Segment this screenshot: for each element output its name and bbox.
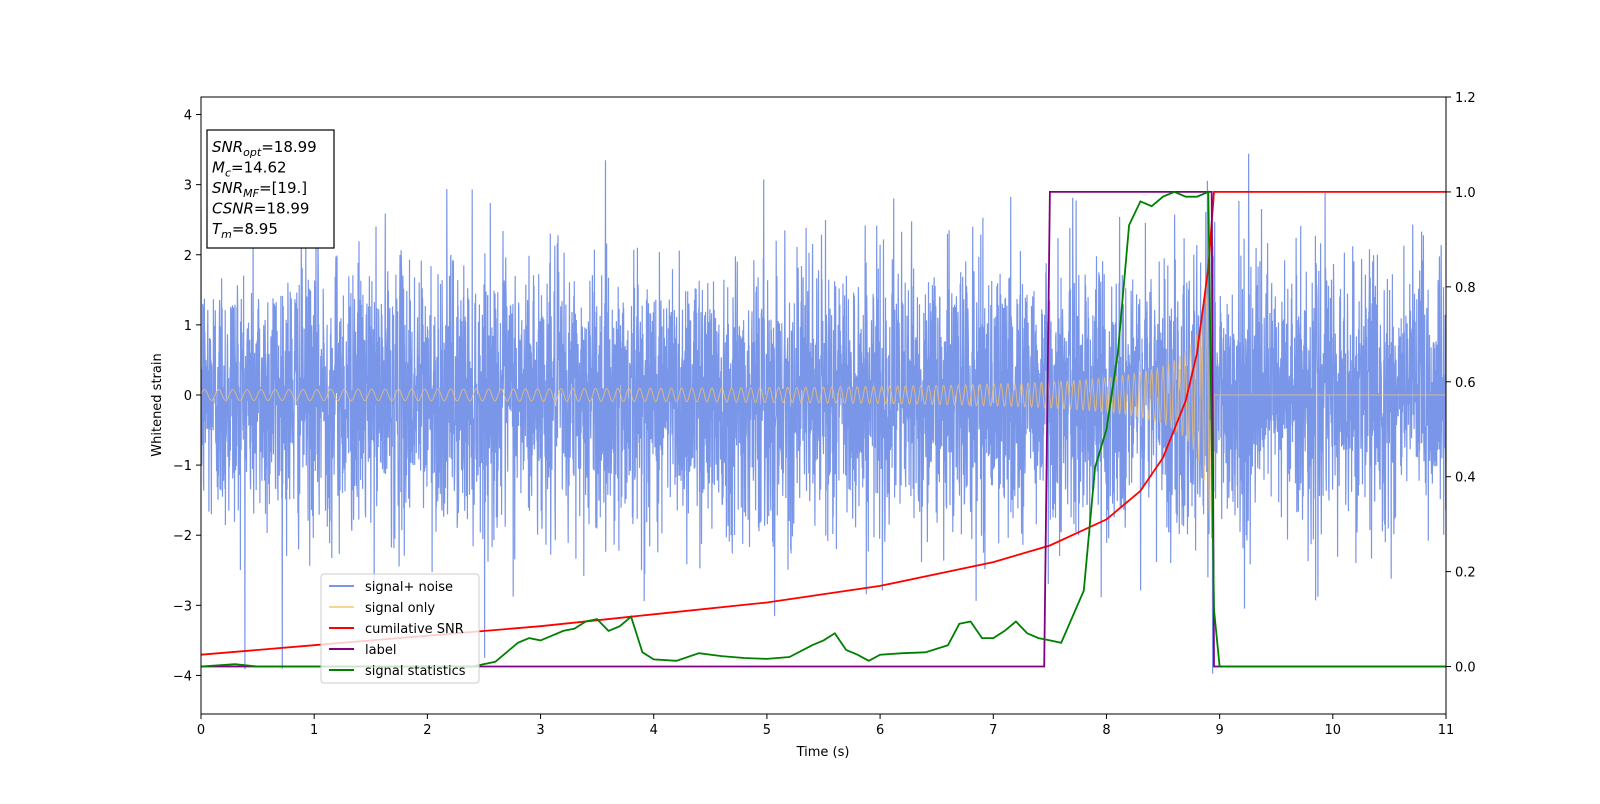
signal-only-line bbox=[201, 233, 1446, 519]
y-tick-label: 3 bbox=[184, 179, 192, 194]
y-tick-label: 4 bbox=[184, 109, 192, 124]
x-tick-label: 0 bbox=[197, 723, 205, 738]
plot-frame bbox=[200, 96, 1447, 715]
y2-tick-label: 1.2 bbox=[1455, 91, 1476, 106]
signal-only-series bbox=[201, 233, 1446, 519]
legend-label: signal only bbox=[365, 601, 435, 616]
y-tick-label: −3 bbox=[173, 599, 192, 614]
y2-tick-label: 0.6 bbox=[1455, 376, 1476, 391]
legend-label: signal statistics bbox=[365, 664, 466, 679]
info-box-line: CSNR=18.99 bbox=[212, 200, 309, 218]
x-axis-label: Time (s) bbox=[796, 745, 850, 760]
y-axis-right: 0.0 0.2 0.4 0.6 0.8 1.0 1.2 bbox=[1446, 91, 1476, 676]
legend-label: cumilative SNR bbox=[365, 622, 464, 637]
y-tick-label: 2 bbox=[184, 249, 192, 264]
y2-tick-label: 0.8 bbox=[1455, 281, 1476, 296]
x-tick-label: 1 bbox=[310, 723, 318, 738]
cumilative-snr-line bbox=[201, 191, 1446, 656]
x-tick-label: 10 bbox=[1325, 723, 1342, 738]
y-tick-label: 1 bbox=[184, 319, 192, 334]
info-box-line: Tm=8.95 bbox=[212, 220, 278, 241]
legend-label: signal+ noise bbox=[365, 580, 453, 595]
info-box: SNRopt=18.99Mc=14.62SNRMF=[19.]CSNR=18.9… bbox=[206, 129, 335, 249]
x-tick-label: 7 bbox=[989, 723, 997, 738]
x-axis: 0 1 2 3 4 5 6 7 8 9 10 11 bbox=[197, 714, 1454, 738]
y-tick-label: −4 bbox=[173, 669, 192, 684]
right-axis-series bbox=[201, 190, 1446, 668]
x-tick-label: 2 bbox=[423, 723, 431, 738]
y-tick-label: 0 bbox=[184, 389, 192, 404]
legend-label: label bbox=[365, 643, 396, 658]
x-tick-label: 5 bbox=[763, 723, 771, 738]
legend: signal+ noise signal only cumilative SNR la… bbox=[320, 573, 480, 684]
x-tick-label: 3 bbox=[536, 723, 544, 738]
x-tick-label: 9 bbox=[1215, 723, 1223, 738]
y2-tick-label: 0.2 bbox=[1455, 566, 1476, 581]
signal-plus-noise-line bbox=[201, 153, 1446, 674]
x-tick-label: 11 bbox=[1438, 723, 1455, 738]
legend-frame bbox=[320, 573, 480, 684]
y-tick-label: −1 bbox=[173, 459, 192, 474]
info-box-line: SNRMF=[19.] bbox=[212, 179, 307, 200]
y2-tick-label: 0.0 bbox=[1455, 661, 1476, 676]
x-tick-label: 4 bbox=[650, 723, 658, 738]
info-box-line: Mc=14.62 bbox=[212, 159, 287, 180]
x-tick-label: 8 bbox=[1102, 723, 1110, 738]
info-box-line: SNRopt=18.99 bbox=[212, 138, 317, 159]
y-tick-label: −2 bbox=[173, 529, 192, 544]
y2-tick-label: 1.0 bbox=[1455, 186, 1476, 201]
signal-statistics-line bbox=[201, 190, 1446, 668]
y-axis-label: Whitened strain bbox=[150, 353, 165, 456]
signal-plus-noise-series bbox=[201, 153, 1446, 674]
y-axis-left: −4 −3 −2 −1 0 1 2 3 4 bbox=[173, 109, 201, 684]
info-box-frame bbox=[206, 129, 335, 249]
y2-tick-label: 0.4 bbox=[1455, 471, 1476, 486]
x-tick-label: 6 bbox=[876, 723, 884, 738]
